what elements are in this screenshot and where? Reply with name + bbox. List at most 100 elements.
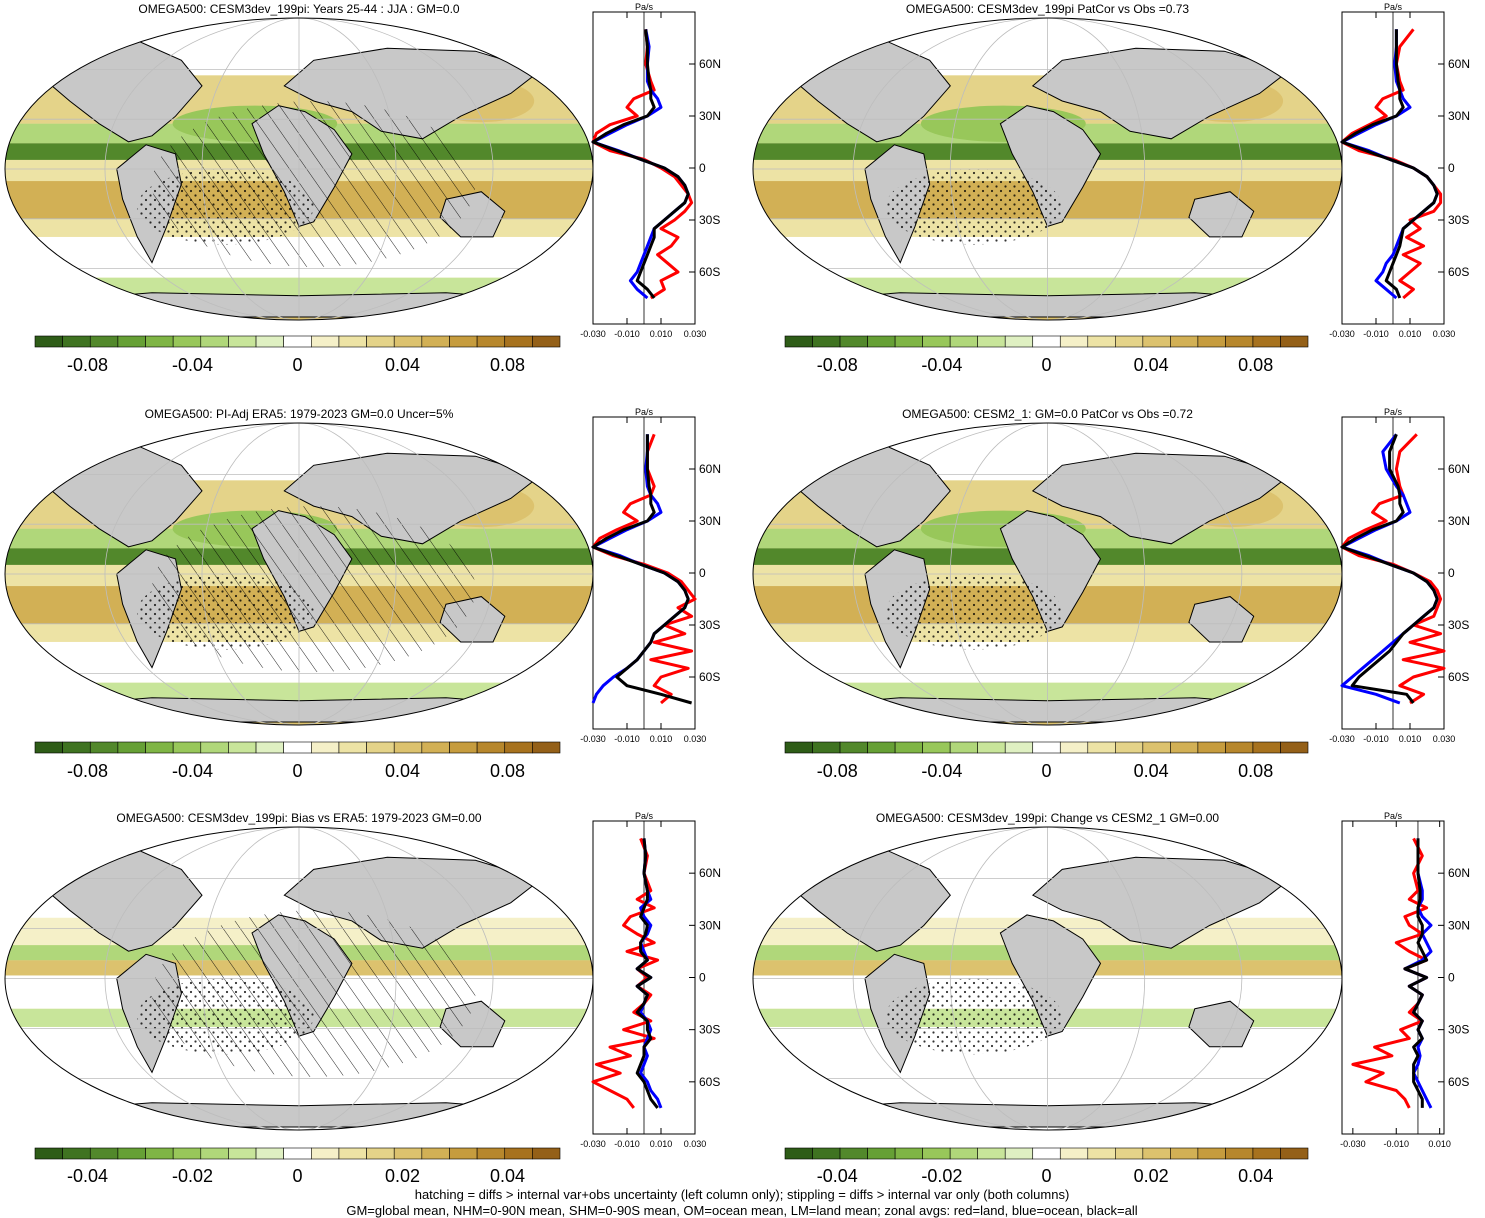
zonal-all-line — [1340, 29, 1439, 299]
x-tick-label: -0.010 — [614, 734, 640, 744]
colorbar-swatch — [949, 335, 978, 348]
colorbar-swatch — [117, 741, 146, 754]
colorbar-swatch — [338, 1147, 367, 1160]
colorbar-tick-label: -0.08 — [67, 355, 108, 375]
lat-tick-label: 60N — [1448, 866, 1470, 880]
colorbar-swatch — [449, 335, 478, 348]
x-tick-label: -0.030 — [1329, 734, 1355, 744]
zonal-units: Pa/s — [1384, 407, 1403, 417]
x-tick-label: 0.030 — [1433, 329, 1456, 339]
colorbar-swatch — [393, 741, 423, 754]
panel-title: OMEGA500: CESM2_1: GM=0.0 PatCor vs Obs … — [902, 407, 1193, 421]
x-tick-label: -0.030 — [580, 1139, 606, 1149]
colorbar-swatch — [1225, 335, 1254, 348]
lat-tick-label: 30N — [1448, 918, 1470, 932]
colorbar-swatch — [255, 335, 284, 348]
colorbar-swatch — [1197, 335, 1226, 348]
lat-tick-label: 60N — [699, 866, 721, 880]
colorbar-swatch — [532, 335, 561, 348]
colorbar-swatch — [200, 335, 229, 348]
colorbar-swatch — [1059, 741, 1089, 754]
lat-tick-label: 0 — [699, 161, 706, 175]
map-graticule — [5, 423, 593, 725]
stippling-overlay — [137, 169, 314, 245]
x-tick-label: -0.010 — [614, 1139, 640, 1149]
colorbar-swatch — [393, 1147, 423, 1160]
colorbar-swatch — [283, 741, 312, 754]
colorbar-swatch — [949, 1147, 978, 1160]
colorbar-swatch — [1087, 1147, 1116, 1160]
continent-5 — [1188, 1000, 1255, 1048]
zonal-all-line — [1403, 838, 1429, 1108]
x-tick-label: -0.030 — [1329, 329, 1355, 339]
panel-1: OMEGA500: CESM3dev_199pi: Years 25-44 : … — [4, 2, 721, 375]
colorbar-swatch — [1280, 1147, 1309, 1160]
colorbar-swatch — [62, 1147, 91, 1160]
colorbar-swatch — [145, 335, 174, 348]
colorbar-swatch — [62, 741, 91, 754]
colorbar-swatch — [1142, 335, 1171, 348]
lat-tick-label: 60N — [1448, 462, 1470, 476]
colorbar-swatch — [34, 741, 63, 754]
colorbar-swatch — [1252, 1147, 1281, 1160]
colorbar-swatch — [1059, 1147, 1089, 1160]
colorbar-swatch — [504, 741, 533, 754]
colorbar-swatch — [1004, 1147, 1034, 1160]
x-tick-label: -0.010 — [1363, 329, 1389, 339]
colorbar-tick-label: 0.04 — [1134, 355, 1169, 375]
colorbar-swatch — [449, 1147, 478, 1160]
continent-5 — [1188, 191, 1255, 238]
stippling-overlay — [885, 574, 1063, 650]
x-tick-label: 0.030 — [684, 1139, 707, 1149]
colorbar-swatch — [172, 335, 202, 348]
panel-title: OMEGA500: PI-Adj ERA5: 1979-2023 GM=0.0 … — [145, 407, 454, 421]
colorbar-swatch — [89, 1147, 119, 1160]
map-graticule — [753, 18, 1342, 320]
map-graticule — [753, 827, 1342, 1130]
colorbar-tick-label: -0.04 — [921, 355, 962, 375]
colorbar-tick-label: 0.04 — [1238, 1166, 1273, 1186]
colorbar-swatch — [1197, 741, 1226, 754]
lat-tick-label: 60N — [1448, 57, 1470, 71]
zonal-units: Pa/s — [635, 811, 654, 821]
lat-tick-label: 30S — [699, 1023, 720, 1037]
colorbar-swatch — [1059, 335, 1089, 348]
colorbar-tick-label: -0.04 — [67, 1166, 108, 1186]
colorbar-swatch — [89, 741, 119, 754]
colorbar: -0.04 -0.02 0 0.02 0.04 — [34, 1147, 561, 1186]
lat-tick-label: 30N — [1448, 514, 1470, 528]
colorbar-tick-label: 0 — [292, 1166, 302, 1186]
colorbar-swatch — [421, 741, 450, 754]
colorbar-tick-label: -0.04 — [817, 1166, 858, 1186]
footer-line-2: GM=global mean, NHM=0-90N mean, SHM=0-90… — [346, 1203, 1137, 1218]
stippling-overlay — [137, 574, 314, 650]
colorbar-swatch — [1197, 1147, 1226, 1160]
colorbar-swatch — [1280, 741, 1309, 754]
colorbar-swatch — [62, 335, 91, 348]
stippling-overlay — [885, 169, 1063, 245]
colorbar-tick-label: 0.08 — [490, 355, 525, 375]
lat-tick-label: 60N — [699, 57, 721, 71]
colorbar-swatch — [839, 741, 868, 754]
zonal-profile: Pa/s 60N 30N 0 30S 60S -0.030 -0.010 0.010 0.030 — [1329, 2, 1470, 339]
continent-3 — [999, 105, 1102, 228]
colorbar-tick-label: -0.08 — [67, 761, 108, 781]
colorbar-swatch — [922, 335, 951, 348]
colorbar-swatch — [476, 741, 506, 754]
x-tick-label: -0.010 — [1383, 1139, 1409, 1149]
panel-6: OMEGA500: CESM3dev_199pi: Change vs CESM… — [752, 811, 1470, 1186]
zonal-all-line — [635, 838, 659, 1109]
colorbar-swatch — [476, 1147, 506, 1160]
colorbar-swatch — [1252, 741, 1281, 754]
colorbar-tick-label: -0.02 — [172, 1166, 213, 1186]
zonal-land-line — [1340, 433, 1446, 705]
colorbar-swatch — [311, 1147, 340, 1160]
colorbar-swatch — [1170, 741, 1199, 754]
colorbar-tick-label: -0.02 — [921, 1166, 962, 1186]
colorbar-tick-label: 0.02 — [385, 1166, 420, 1186]
colorbar-swatch — [283, 1147, 312, 1160]
colorbar-swatch — [89, 335, 119, 348]
colorbar-swatch — [1032, 335, 1061, 348]
colorbar-swatch — [228, 335, 257, 348]
colorbar-swatch — [894, 741, 923, 754]
